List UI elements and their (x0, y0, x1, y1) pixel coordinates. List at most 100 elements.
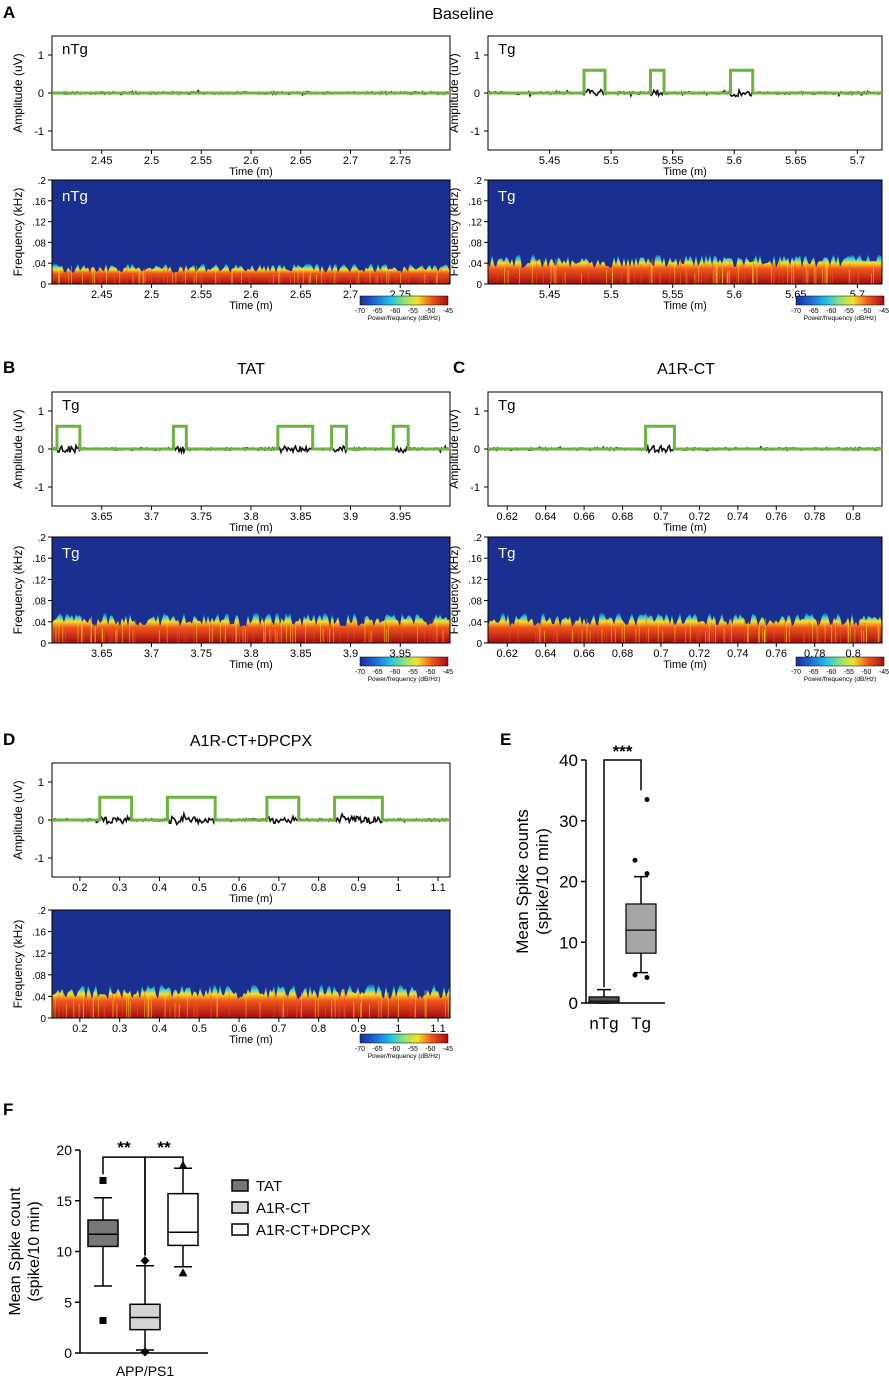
A-Tg-trace-xtick-label-2: 5.55 (662, 155, 683, 167)
F-legend-swatch-2 (231, 1223, 249, 1236)
A-nTg-spec-xtick-label-4: 2.65 (290, 289, 311, 301)
A-nTg-spec-group-label: nTg (62, 188, 88, 205)
A-nTg-trace-ytick-label-1: 0 (38, 88, 44, 100)
panel-title-baseline: Baseline (432, 6, 493, 23)
A-nTg-trace-xlabel: Time (m) (229, 166, 273, 178)
A-nTg-spec-xtick-label-5: 2.7 (343, 289, 358, 301)
C-spec-colorbar-tick-3: -55 (844, 669, 854, 676)
C-trace-xtick-label-2: 0.66 (573, 511, 594, 523)
C-spec-xtick-label-2: 0.66 (573, 648, 594, 660)
A-Tg-spec-xtick-label-3: 5.6 (727, 289, 742, 301)
F-ylabel-line-1: (spike/10 min) (26, 1201, 43, 1301)
E-xtick-label-0: nTg (589, 1014, 618, 1033)
C-trace-group-label: Tg (498, 397, 516, 414)
A-nTg-spec-colorbar-tick-1: -65 (373, 308, 383, 315)
F-ytick-label-3: 15 (56, 1193, 72, 1209)
C-spec-colorbar-tick-1: -65 (809, 669, 819, 676)
F-significance-label-0: ** (117, 1138, 131, 1157)
C-spec-colorbar-tick-4: -50 (861, 669, 871, 676)
E-ytick-label-0: 0 (569, 994, 578, 1013)
C-trace-xlabel: Time (m) (663, 522, 707, 534)
B-spec-colorbar-tick-3: -55 (408, 669, 418, 676)
A-Tg-spec-colorbar-tick-4: -50 (861, 308, 871, 315)
panel-title-a1rct: A1R-CT (657, 361, 715, 378)
A-Tg-trace-ytick-label-0: 1 (474, 50, 480, 62)
C-spec-ylabel: Frequency (kHz) (447, 546, 461, 635)
A-Tg-spec-ytick-label-2: .12 (468, 218, 482, 229)
panel-letter-b: B (3, 358, 15, 377)
C-trace-xtick-label-6: 0.74 (727, 511, 748, 523)
F-box-0 (87, 1219, 119, 1248)
F-legend-swatch-1 (231, 1201, 249, 1214)
B-trace-xtick-label-4: 3.85 (290, 511, 311, 523)
A-nTg-spec-ytick-label-1: .16 (32, 197, 46, 208)
D-trace-xtick-label-1: 0.3 (112, 882, 127, 894)
F-significance-bracket-1 (144, 1156, 184, 1256)
B-spec-power-band (52, 612, 450, 643)
C-trace-xtick-label-0: 0.62 (497, 511, 518, 523)
A-nTg-spec-colorbar-tick-5: -45 (443, 308, 453, 315)
B-spec-xtick-label-0: 3.65 (91, 648, 112, 660)
D-spec-colorbar-tick-5: -45 (443, 1046, 453, 1053)
D-trace-xtick-label-4: 0.6 (231, 882, 246, 894)
B-spec-ytick-label-5: 0 (40, 639, 46, 650)
C-spec-ytick-label-3: .08 (468, 597, 482, 608)
A-nTg-spec-colorbar-tick-0: -70 (355, 308, 365, 315)
D-trace-ytick-label-1: 0 (38, 815, 44, 827)
C-trace: 1 0 -1 Amplitude (uV) 0.62 0.64 0.66 0.68 0.7 0.7… (447, 391, 883, 534)
D-trace-xtick-label-5: 0.7 (271, 882, 286, 894)
D-spec-colorbar (359, 1033, 449, 1044)
D-spec-colorbar-tick-0: -70 (355, 1046, 365, 1053)
C-spec-group-label: Tg (498, 545, 516, 562)
panel-letter-a: A (3, 3, 15, 22)
A-nTg-spec-ytick-label-0: .2 (38, 176, 47, 187)
D-trace-xtick-label-2: 0.4 (152, 882, 167, 894)
D-trace-xtick-label-0: 0.2 (72, 882, 87, 894)
C-trace-xtick-label-3: 0.68 (612, 511, 633, 523)
A-nTg-spec: .2 .16 .12 .08 .04 0 Frequency (kHz) 2.45 2.5 2.5… (11, 176, 453, 322)
F-ylabel-line-0: Mean Spike count (7, 1187, 24, 1316)
D-spec-colorbar-tick-2: -60 (390, 1046, 400, 1053)
B-spec-xtick-label-5: 3.9 (343, 648, 358, 660)
C-trace-xtick-label-5: 0.72 (689, 511, 710, 523)
E-box-1 (625, 903, 657, 954)
A-Tg-trace-xlabel: Time (m) (663, 166, 707, 178)
D-trace-xtick-label-8: 1 (395, 882, 401, 894)
F-legend-label-1: A1R-CT (256, 1200, 310, 1217)
C-trace-xtick-label-4: 0.7 (653, 511, 668, 523)
C-spec-frame (487, 536, 883, 644)
A-Tg-spec-ytick-label-0: .2 (474, 176, 483, 187)
D-spec-ylabel: Frequency (kHz) (11, 920, 25, 1009)
A-Tg-spec-colorbar (795, 295, 885, 306)
C-spec-colorbar-tick-5: -45 (879, 669, 889, 676)
F-ylabel: Mean Spike count (spike/10 min) (7, 1187, 43, 1316)
C-spec-ytick-label-1: .16 (468, 554, 482, 565)
B-trace-xtick-label-3: 3.8 (243, 511, 258, 523)
D-spec-ytick-label-3: .08 (32, 971, 46, 982)
A-nTg-trace-xtick-label-5: 2.7 (343, 155, 358, 167)
A-nTg-spec-xtick-label-1: 2.5 (144, 289, 159, 301)
C-spec-colorbar-tick-2: -60 (826, 669, 836, 676)
F-ytick-label-1: 5 (64, 1294, 72, 1310)
A-Tg-spec-colorbar-tick-0: -70 (791, 308, 801, 315)
E-ytick-label-1: 10 (559, 933, 578, 952)
F-outlier-0-0 (99, 1317, 107, 1325)
C-trace-spike-detection-line (488, 424, 882, 451)
B-spec-colorbar-tick-2: -60 (390, 669, 400, 676)
C-spec-xtick-label-1: 0.64 (535, 648, 556, 660)
A-Tg-spec-colorbar-tick-5: -45 (879, 308, 889, 315)
A-nTg-trace-xtick-label-1: 2.5 (144, 155, 159, 167)
B-spec-colorbar-tick-0: -70 (355, 669, 365, 676)
D-spec-xtick-label-3: 0.5 (192, 1023, 207, 1035)
A-Tg-spec: .2 .16 .12 .08 .04 0 Frequency (kHz) 5.45 5.5 5.5… (447, 176, 889, 322)
E-box: 0 10 20 30 40 Mean Spike counts(spike/10 min)… (513, 742, 665, 1033)
E-xtick-label-1: Tg (631, 1014, 651, 1033)
B-trace-group-label: Tg (62, 397, 80, 414)
B-spec: .2 .16 .12 .08 .04 0 Frequency (kHz) 3.65 3.7 3.7… (11, 533, 453, 683)
B-trace-xlabel: Time (m) (229, 522, 273, 534)
D-spec-ytick-label-0: .2 (38, 906, 47, 917)
A-Tg-trace-group-label: Tg (498, 41, 516, 58)
D-trace-ylabel: Amplitude (uV) (11, 780, 25, 859)
D-spec-xlabel: Time (m) (229, 1034, 273, 1046)
B-trace-ylabel: Amplitude (uV) (11, 409, 25, 488)
